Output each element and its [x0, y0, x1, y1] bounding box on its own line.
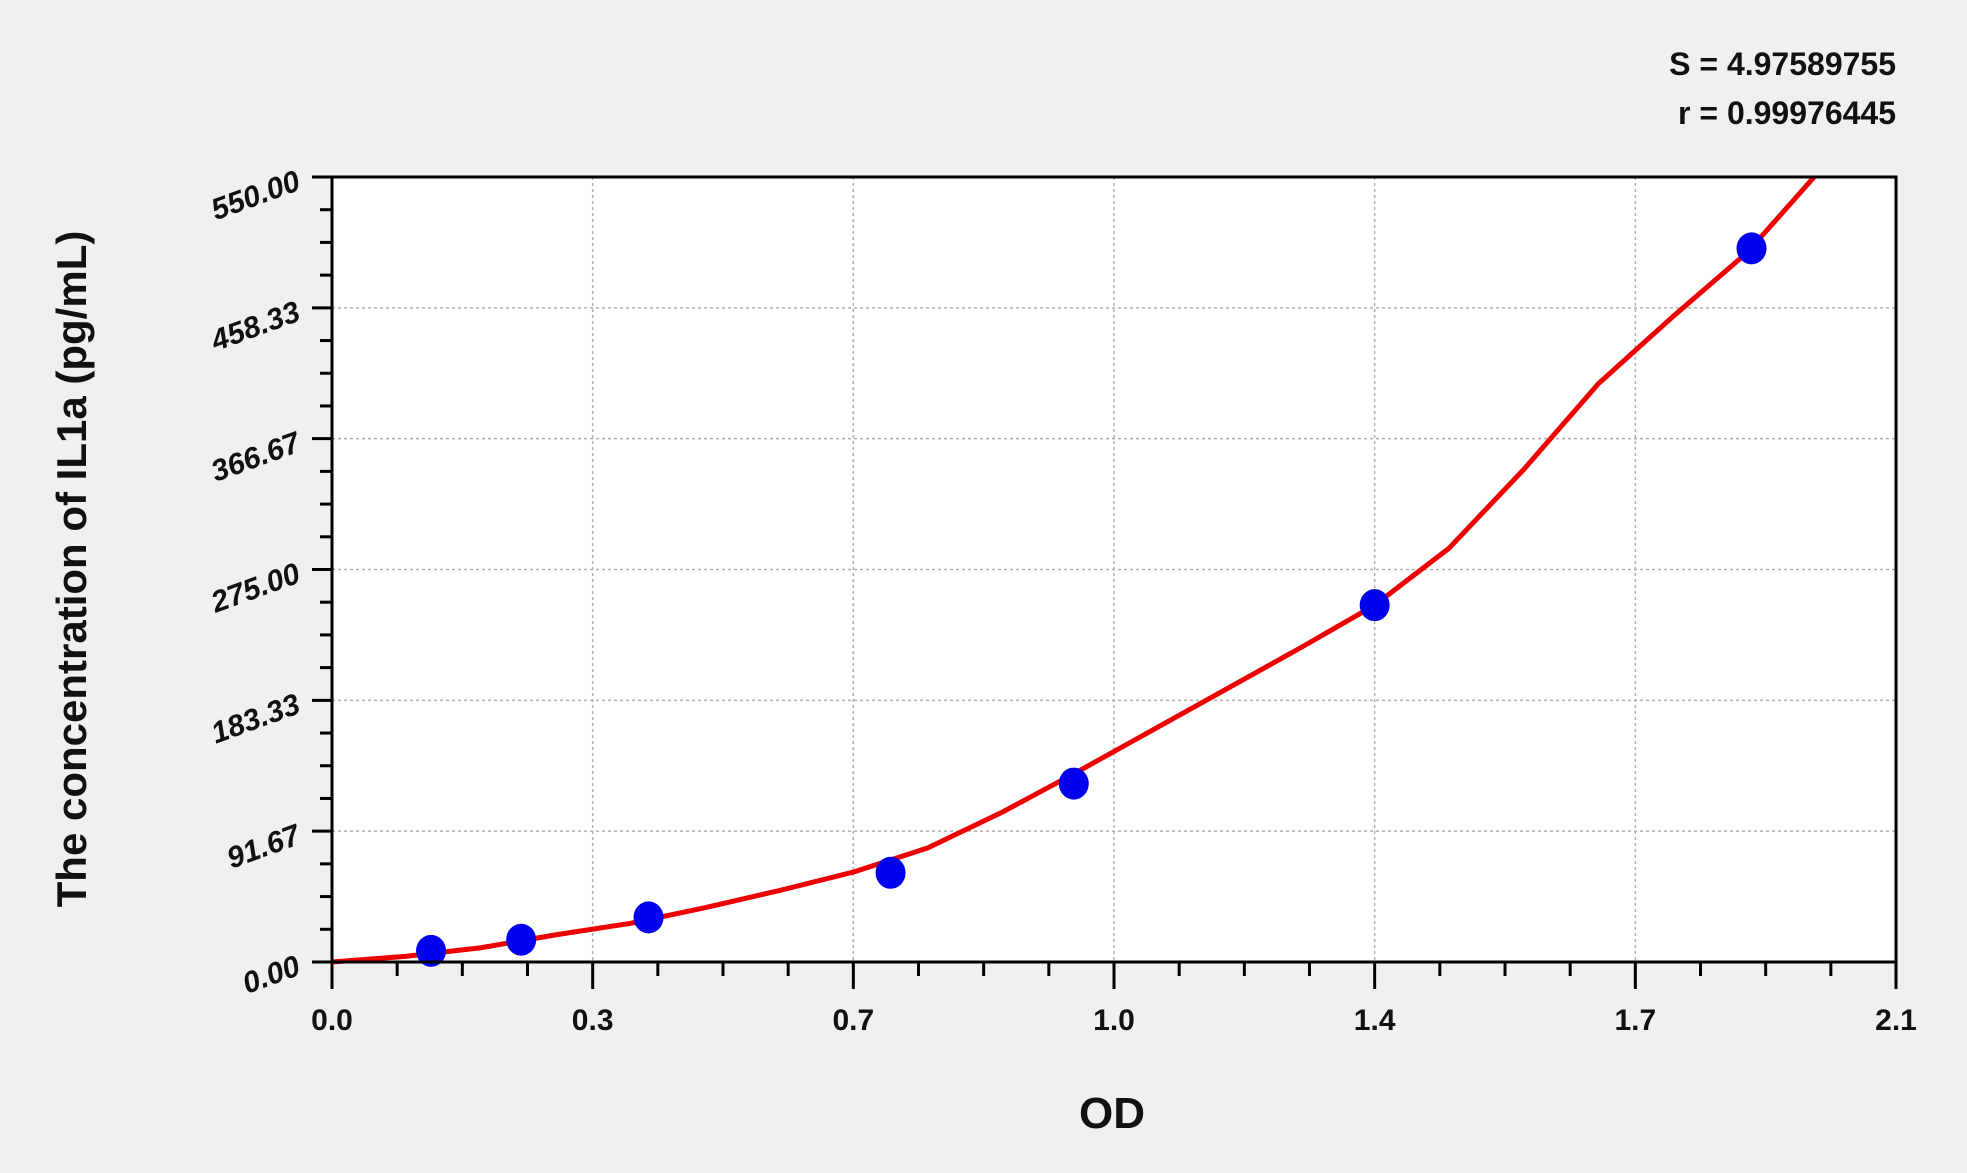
x-tick-label: 1.4	[1354, 1004, 1396, 1037]
y-tick-label: 91.67	[223, 818, 306, 875]
s-annotation: S = 4.97589755	[1669, 46, 1896, 82]
y-tick-label: 550.00	[207, 164, 305, 227]
y-tick-label: 183.33	[207, 688, 305, 751]
y-tick-label: 458.33	[206, 295, 305, 358]
y-tick-label: 366.67	[207, 426, 306, 489]
data-point	[633, 901, 664, 934]
x-tick-label: 0.7	[832, 1004, 874, 1037]
x-tick-labels: 0.0 0.3 0.7 1.0 1.4 1.7 2.1	[311, 1004, 1917, 1037]
y-tick-label: 275.00	[206, 557, 305, 620]
y-axis-title: The concentration of IL1a (pg/mL)	[48, 231, 95, 908]
y-tick-labels: 0.00 91.67 183.33 275.00 366.67 458.33 550.00	[206, 164, 306, 1000]
x-tick-label: 0.0	[311, 1004, 353, 1037]
x-tick-label: 0.3	[572, 1004, 614, 1037]
data-point	[416, 934, 447, 967]
x-tick-label: 1.7	[1614, 1004, 1656, 1037]
r-annotation: r = 0.99976445	[1678, 95, 1896, 131]
x-axis-title: OD	[1079, 1089, 1145, 1138]
data-point	[506, 923, 537, 956]
data-point	[1736, 232, 1767, 265]
data-point	[1058, 767, 1089, 800]
grid	[332, 177, 1896, 962]
data-point	[875, 856, 906, 889]
data-point	[1359, 589, 1390, 622]
x-tick-label: 2.1	[1875, 1004, 1917, 1037]
y-tick-label: 0.00	[238, 949, 304, 1000]
plot-frame	[330, 175, 1898, 964]
x-tick-label: 1.0	[1093, 1004, 1135, 1037]
data-points	[416, 232, 1767, 967]
minor-ticks	[312, 175, 1898, 989]
